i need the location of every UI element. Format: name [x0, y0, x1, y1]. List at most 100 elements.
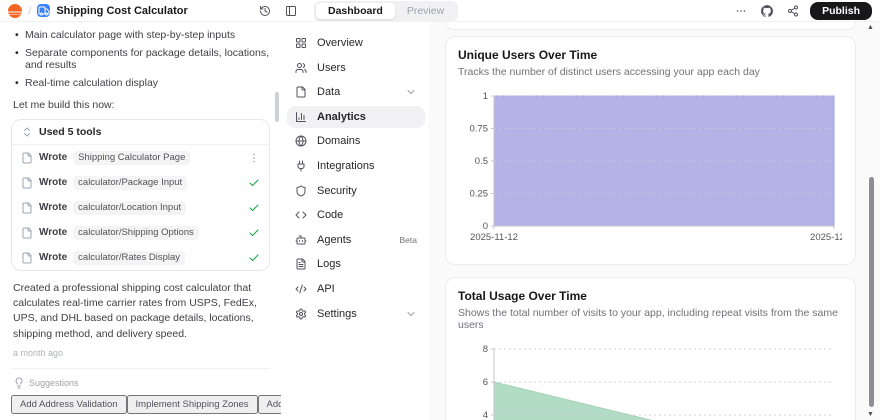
file-icon	[21, 202, 33, 214]
tool-call-row[interactable]: Wrote calculator/Location Input	[12, 195, 269, 220]
card-title: Unique Users Over Time	[458, 48, 598, 62]
tools-card-header[interactable]: Used 5 tools	[12, 120, 269, 145]
sidebar-item-logs[interactable]: Logs	[287, 253, 425, 275]
more-horizontal-icon	[735, 5, 747, 17]
header-actions: Publish	[732, 1, 872, 20]
svg-text:0: 0	[483, 221, 488, 232]
sidebar-item-integrations[interactable]: Integrations	[287, 155, 425, 177]
share-button[interactable]	[784, 2, 802, 20]
shield-icon	[295, 185, 307, 197]
svg-text:0.25: 0.25	[470, 189, 489, 200]
file-icon	[21, 252, 33, 264]
sidebar-item-users[interactable]: Users	[287, 57, 425, 79]
app-icon[interactable]	[37, 4, 51, 17]
content-scrollbar-thumb[interactable]	[869, 177, 874, 407]
chevrons-up-down-icon	[21, 126, 33, 138]
plug-icon	[295, 160, 307, 172]
github-button[interactable]	[758, 2, 776, 20]
suggestion-chip[interactable]: Implement Shipping Zones	[126, 394, 258, 414]
sidebar-item-code[interactable]: Code	[287, 204, 425, 226]
svg-text:6: 6	[483, 377, 488, 388]
publish-button[interactable]: Publish	[810, 1, 872, 20]
tool-action: Wrote	[39, 152, 68, 163]
bot-icon	[295, 234, 307, 246]
sidebar-item-domains[interactable]: Domains	[287, 130, 425, 152]
sidebar-item-settings[interactable]: Settings	[287, 303, 425, 325]
databutton-logo-icon[interactable]	[8, 3, 22, 18]
history-icon	[259, 5, 271, 17]
check-icon[interactable]	[248, 177, 260, 189]
more-menu-button[interactable]	[732, 2, 750, 20]
card-title: Total Usage Over Time	[458, 289, 587, 303]
truck-icon	[38, 5, 50, 17]
tool-call-row[interactable]: Wrote calculator/Rates Display	[12, 245, 269, 270]
message-timestamp: a month ago	[13, 347, 64, 358]
tool-call-row[interactable]: Wrote Shipping Calculator Page	[12, 145, 269, 170]
sidebar-item-data[interactable]: Data	[287, 81, 425, 103]
content-scrollbar: ▲ ▼	[865, 22, 877, 420]
beta-badge: Beta	[399, 234, 418, 245]
globe-icon	[295, 135, 307, 147]
chevron-down-icon	[405, 86, 417, 98]
tool-call-row[interactable]: Wrote calculator/Shipping Options	[12, 220, 269, 245]
suggestion-chip[interactable]: Add Custom Rate Rules	[257, 394, 281, 414]
tool-target-chip: Shipping Calculator Page	[73, 150, 191, 165]
unique-users-card: Unique Users Over Time Tracks the number…	[445, 36, 858, 265]
top-bar: / Shipping Cost Calculator Dashboard Prev…	[0, 0, 880, 22]
grid-icon	[295, 37, 307, 49]
partially-scrolled-card	[445, 22, 856, 30]
users-icon	[295, 62, 307, 74]
svg-text:0.5: 0.5	[475, 156, 488, 167]
sidebar-item-analytics[interactable]: Analytics	[287, 105, 425, 128]
sidebar-item-agents[interactable]: Agents Beta	[287, 229, 425, 251]
suggestion-chips: Add Address Validation Implement Shipping…	[11, 394, 281, 414]
sidebar-item-overview[interactable]: Overview	[287, 32, 425, 54]
svg-text:2025-12-11: 2025-12-11	[810, 232, 842, 243]
toggle-panel-button[interactable]	[282, 2, 300, 20]
svg-text:4: 4	[483, 410, 488, 420]
app-title[interactable]: Shipping Cost Calculator	[56, 4, 188, 17]
history-button[interactable]	[256, 2, 274, 20]
view-tab-preview[interactable]: Preview	[406, 4, 445, 17]
tool-target-chip: calculator/Package Input	[73, 175, 188, 190]
sidebar-item-security[interactable]: Security	[287, 180, 425, 202]
view-switcher: Dashboard Preview	[314, 0, 459, 21]
scroll-up-arrow[interactable]: ▲	[867, 24, 874, 31]
scroll-down-arrow[interactable]: ▼	[867, 411, 874, 418]
breadcrumb-separator: /	[28, 3, 32, 18]
suggestions-label: Suggestions	[13, 377, 270, 389]
github-icon	[761, 4, 774, 17]
view-tab-dashboard[interactable]: Dashboard	[316, 2, 395, 19]
app-identity: / Shipping Cost Calculator	[0, 3, 188, 18]
card-subtitle: Shows the total number of visits to your…	[458, 307, 838, 331]
svg-text:8: 8	[483, 344, 488, 355]
check-icon[interactable]	[248, 227, 260, 239]
file-icon	[21, 152, 33, 164]
dashboard-sidebar: Overview Users Data Analytics Domains In…	[281, 22, 429, 420]
panel-icon	[285, 5, 297, 17]
tool-target-chip: calculator/Location Input	[73, 200, 187, 215]
suggestion-chip[interactable]: Add Address Validation	[11, 394, 127, 414]
file-icon	[295, 86, 307, 98]
svg-text:0.75: 0.75	[470, 124, 489, 135]
assistant-message: Let me build this now:	[13, 99, 115, 111]
tool-action: Wrote	[39, 202, 68, 213]
file-text-icon	[295, 258, 307, 270]
view-controls: Dashboard Preview	[256, 0, 459, 21]
code-xml-icon	[295, 283, 307, 295]
check-icon[interactable]	[248, 202, 260, 214]
unique-users-chart: 0 0.25 0.5 0.75 1 2025-11-12 2025-12-11	[458, 90, 858, 253]
sidebar-item-api[interactable]: API	[287, 278, 425, 300]
tool-action: Wrote	[39, 177, 68, 188]
file-icon	[21, 227, 33, 239]
divider	[11, 367, 270, 369]
more-vertical-icon[interactable]	[248, 152, 260, 164]
chevron-down-icon	[405, 308, 417, 320]
chat-scrollbar-thumb[interactable]	[275, 92, 279, 122]
check-icon[interactable]	[248, 252, 260, 264]
tool-call-row[interactable]: Wrote calculator/Package Input	[12, 170, 269, 195]
analytics-content: Unique Users Over Time Tracks the number…	[429, 22, 880, 420]
feature-bullet: Real-time calculation display	[13, 77, 270, 89]
chat-panel: Main calculator page with step-by-step i…	[0, 22, 281, 420]
svg-text:1: 1	[483, 91, 488, 102]
